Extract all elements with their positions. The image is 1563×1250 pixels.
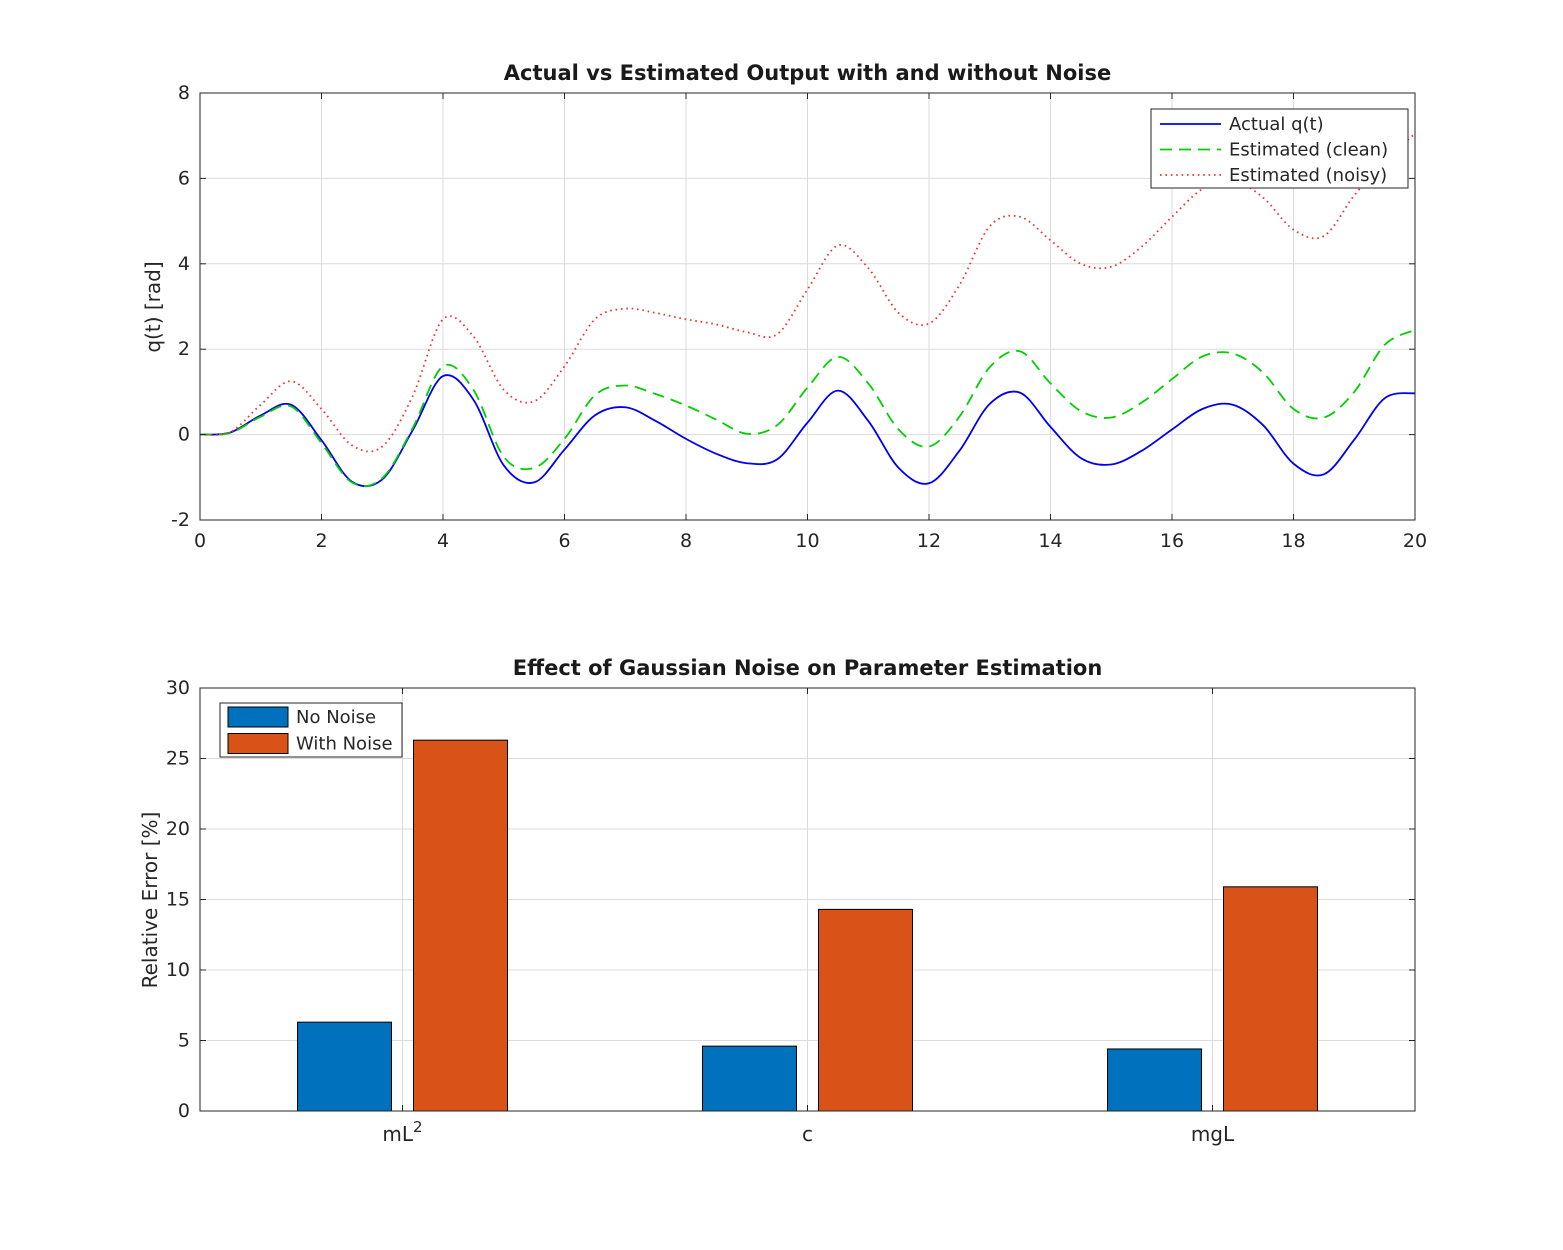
x-tick-label: 4 — [437, 530, 449, 552]
legend-label: No Noise — [296, 707, 376, 728]
y-tick-label: 15 — [166, 889, 190, 911]
bar-with-noise — [413, 739, 508, 1112]
category-label: mL2 — [382, 1118, 422, 1146]
error-chart-title: Effect of Gaussian Noise on Parameter Es… — [512, 656, 1103, 680]
y-tick-label: 10 — [166, 959, 190, 981]
category-label: c — [802, 1122, 813, 1146]
bar-with-noise — [818, 908, 913, 1112]
y-tick-label: 2 — [178, 338, 190, 360]
y-tick-label: 4 — [178, 253, 190, 275]
y-tick-label: -2 — [171, 509, 190, 531]
y-tick-label: 0 — [178, 1100, 190, 1122]
bar-no-noise — [1107, 1048, 1202, 1112]
x-tick-label: 8 — [680, 530, 692, 552]
x-tick-label: 0 — [194, 530, 206, 552]
x-tick-label: 6 — [558, 530, 570, 552]
legend-swatch — [227, 706, 289, 728]
bar-no-noise — [702, 1045, 797, 1112]
y-tick-label: 25 — [166, 748, 190, 770]
x-tick-label: 2 — [315, 530, 327, 552]
y-tick-label: 30 — [166, 677, 190, 699]
x-tick-label: 12 — [917, 530, 941, 552]
x-tick-label: 14 — [1038, 530, 1062, 552]
x-tick-label: 18 — [1281, 530, 1305, 552]
bar-no-noise — [297, 1021, 392, 1112]
legend-label: Estimated (clean) — [1229, 140, 1388, 161]
legend-label: With Noise — [296, 734, 393, 755]
bar-with-noise — [1223, 886, 1318, 1112]
x-tick-label: 16 — [1160, 530, 1184, 552]
series-line-2 — [199, 132, 1416, 453]
legend-swatch — [227, 733, 289, 754]
category-label: mgL — [1191, 1122, 1235, 1146]
output-chart-title: Actual vs Estimated Output with and with… — [503, 61, 1112, 85]
series-line-1 — [199, 329, 1416, 487]
legend-label: Estimated (noisy) — [1229, 165, 1387, 186]
x-tick-label: 20 — [1403, 530, 1427, 552]
legend-label: Actual q(t) — [1229, 114, 1324, 135]
y-tick-label: 0 — [178, 424, 190, 446]
y-tick-label: 5 — [178, 1030, 190, 1052]
x-tick-label: 10 — [795, 530, 819, 552]
y-tick-label: 8 — [178, 82, 190, 104]
y-tick-label: 6 — [178, 167, 190, 189]
y-tick-label: 20 — [166, 818, 190, 840]
